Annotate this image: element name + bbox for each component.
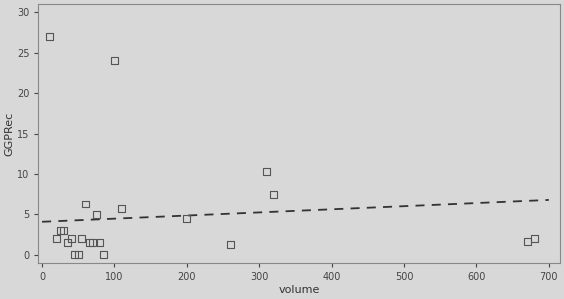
Point (77, 237, 86, 241)
Point (523, 239, 532, 244)
Point (95, 240, 104, 245)
Point (117, 206, 126, 211)
Point (88, 240, 97, 245)
Point (56, 228, 65, 233)
X-axis label: volume: volume (279, 285, 320, 295)
Point (92, 212, 101, 217)
Y-axis label: GGPRec: GGPRec (4, 112, 14, 156)
Point (269, 192, 278, 197)
Point (99, 253, 108, 257)
Point (262, 169, 271, 174)
Point (81, 202, 90, 206)
Point (52, 237, 61, 241)
Point (63, 240, 72, 245)
Point (182, 216, 191, 221)
Point (110, 58, 119, 63)
Point (70, 253, 79, 257)
Point (59, 228, 68, 233)
Point (530, 237, 539, 241)
Point (85, 240, 94, 245)
Point (74, 253, 83, 257)
Point (45, 34, 54, 39)
Point (67, 237, 76, 241)
Point (226, 242, 235, 247)
